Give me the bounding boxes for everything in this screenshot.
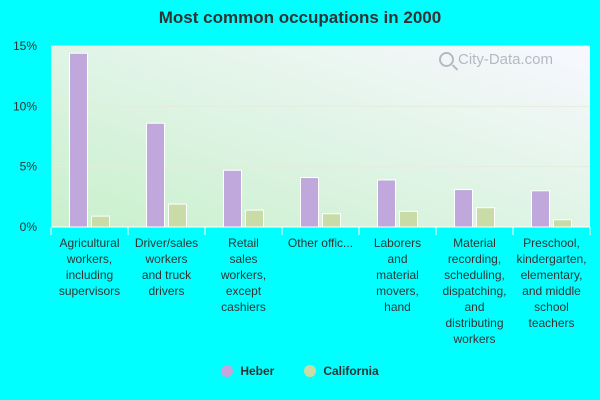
magnifier-icon bbox=[439, 52, 454, 67]
y-tick-label: 10% bbox=[13, 99, 37, 113]
bar-heber bbox=[300, 177, 319, 228]
y-tick-label: 5% bbox=[20, 160, 38, 174]
watermark-text: City-Data.com bbox=[458, 51, 554, 68]
y-tick-label: 15% bbox=[13, 39, 37, 53]
x-category-label: Retail sales workers, except cashiers bbox=[220, 236, 266, 314]
chart-title: Most common occupations in 2000 bbox=[158, 8, 442, 27]
x-category-label: Other offic... bbox=[288, 236, 353, 250]
x-category-label: Agricultural workers, including supervisors bbox=[59, 236, 120, 298]
y-tick-label: 0% bbox=[20, 220, 38, 234]
x-category-label: Material recording, scheduling, dispatching… bbox=[442, 236, 506, 346]
legend-item-heber: Heber bbox=[221, 364, 274, 378]
x-category-label: Preschool, kindergarten, elementary, and mi… bbox=[516, 236, 586, 330]
bar-heber bbox=[146, 122, 165, 228]
x-category-label: Driver/sales workers and truck drivers bbox=[135, 236, 198, 298]
bar-heber bbox=[223, 169, 242, 228]
bar-california bbox=[399, 210, 418, 228]
bar-california bbox=[245, 209, 264, 228]
bar-heber bbox=[454, 189, 473, 228]
legend-swatch-california bbox=[304, 365, 317, 377]
bar-california bbox=[322, 213, 341, 228]
legend-item-california: California bbox=[304, 364, 379, 378]
bar-heber bbox=[531, 190, 550, 228]
legend-label-california: California bbox=[323, 364, 379, 378]
plot-area bbox=[51, 46, 590, 227]
bar-california bbox=[476, 207, 495, 228]
bar-california bbox=[91, 215, 110, 228]
bar-heber bbox=[69, 52, 88, 228]
legend: Heber California bbox=[0, 364, 600, 378]
legend-label-heber: Heber bbox=[240, 364, 275, 378]
bar-heber bbox=[377, 179, 396, 228]
legend-swatch-heber bbox=[221, 365, 234, 377]
bar-california bbox=[553, 219, 572, 228]
x-category-label: Laborers and material movers, hand bbox=[374, 236, 421, 314]
bar-california bbox=[168, 203, 187, 228]
watermark: City-Data.com bbox=[439, 51, 553, 68]
